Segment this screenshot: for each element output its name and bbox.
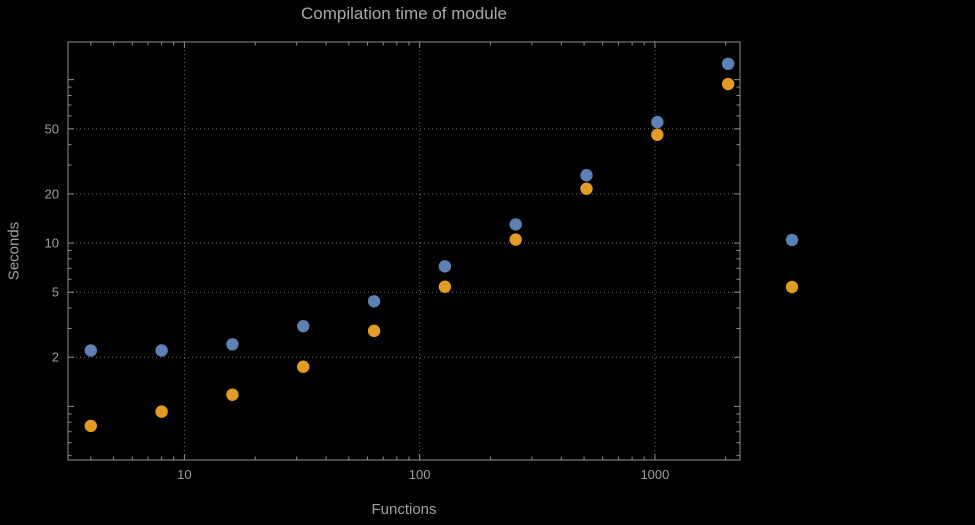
legend-marker-series-2 — [785, 280, 799, 294]
x-axis-label: Functions — [371, 501, 437, 518]
data-point-series-1 — [155, 344, 168, 357]
plot-frame — [67, 41, 741, 461]
x-tick-label: 10 — [177, 467, 191, 482]
data-point-series-1 — [367, 295, 381, 308]
data-point-series-1 — [297, 319, 310, 333]
data-point-series-2 — [84, 419, 97, 433]
data-point-series-2 — [367, 324, 381, 338]
y-tick-label: 10 — [45, 236, 59, 251]
x-tick-label: 100 — [409, 467, 431, 482]
y-axis-label: Seconds — [5, 221, 23, 281]
data-point-series-2 — [226, 388, 239, 401]
data-point-series-1 — [509, 218, 522, 231]
y-tick-label: 20 — [45, 186, 59, 201]
y-tick-label: 50 — [45, 121, 59, 136]
chart-title: Compilation time of module — [301, 4, 507, 23]
x-tick-label: 1000 — [640, 467, 669, 482]
data-point-series-1 — [721, 57, 735, 71]
data-point-series-1 — [226, 338, 239, 351]
data-point-series-2 — [155, 405, 168, 418]
y-tick-label: 2 — [52, 350, 59, 365]
legend-marker-series-1 — [785, 233, 799, 247]
data-point-series-2 — [509, 233, 522, 246]
data-point-series-1 — [84, 344, 97, 357]
data-point-series-2 — [580, 182, 593, 195]
data-point-series-2 — [297, 360, 310, 373]
y-tick-label: 5 — [52, 285, 59, 300]
data-point-series-2 — [721, 77, 735, 91]
data-point-series-2 — [438, 280, 452, 293]
data-point-series-1 — [651, 115, 664, 129]
data-point-series-1 — [580, 169, 593, 182]
data-point-series-2 — [651, 128, 664, 141]
data-point-series-1 — [438, 260, 452, 273]
